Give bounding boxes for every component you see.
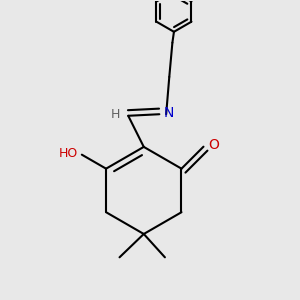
Text: O: O — [208, 138, 219, 152]
Text: N: N — [164, 106, 174, 120]
Text: H: H — [111, 108, 120, 121]
Text: HO: HO — [59, 147, 78, 160]
